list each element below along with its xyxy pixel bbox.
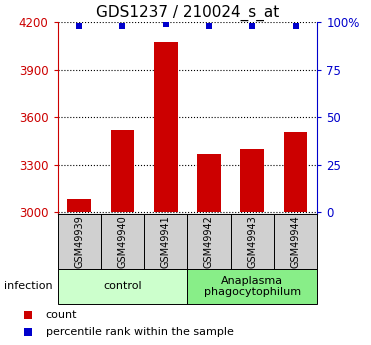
Bar bbox=[67, 199, 91, 212]
Bar bbox=[240, 149, 264, 212]
Title: GDS1237 / 210024_s_at: GDS1237 / 210024_s_at bbox=[96, 5, 279, 21]
Text: GSM49940: GSM49940 bbox=[118, 215, 127, 268]
Text: control: control bbox=[103, 282, 142, 291]
Text: percentile rank within the sample: percentile rank within the sample bbox=[46, 327, 233, 337]
Bar bbox=[274, 214, 317, 269]
Text: GSM49939: GSM49939 bbox=[74, 215, 84, 268]
Bar bbox=[58, 214, 101, 269]
Text: Anaplasma
phagocytophilum: Anaplasma phagocytophilum bbox=[204, 276, 301, 297]
Text: GSM49941: GSM49941 bbox=[161, 215, 171, 268]
Bar bbox=[187, 214, 231, 269]
Bar bbox=[111, 130, 134, 212]
Text: GSM49942: GSM49942 bbox=[204, 215, 214, 268]
Bar bbox=[58, 269, 187, 304]
Text: infection: infection bbox=[4, 282, 52, 291]
Bar bbox=[187, 269, 317, 304]
Text: GSM49943: GSM49943 bbox=[247, 215, 257, 268]
Bar bbox=[231, 214, 274, 269]
Bar bbox=[101, 214, 144, 269]
Bar bbox=[284, 131, 308, 212]
Bar bbox=[144, 214, 187, 269]
Bar bbox=[197, 154, 221, 212]
Text: count: count bbox=[46, 310, 77, 319]
Bar bbox=[154, 42, 178, 212]
Text: GSM49944: GSM49944 bbox=[290, 215, 301, 268]
